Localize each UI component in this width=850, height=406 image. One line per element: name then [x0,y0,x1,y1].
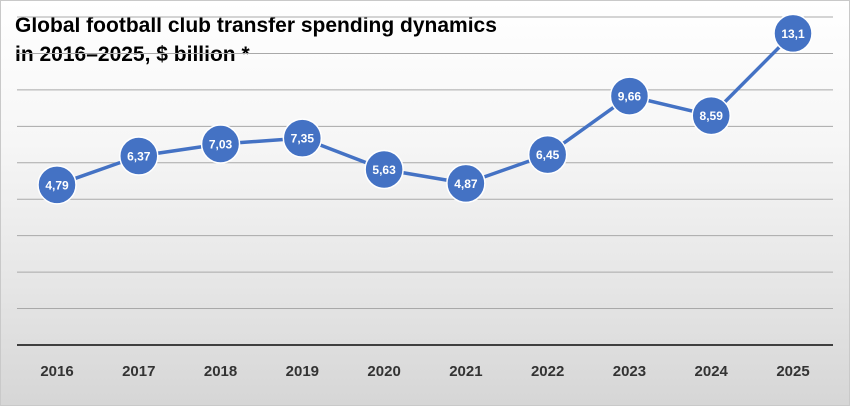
x-tick-label-2018: 2018 [204,363,237,380]
x-tick-label-2021: 2021 [449,363,482,380]
data-point-marker [37,165,77,205]
x-tick-labels: 2016 2017 2018 2019 2020 2021 2022 2023 2024 2025 [40,363,809,380]
data-point-marker [364,149,404,190]
data-point-marker [773,13,813,54]
data-label: 7,35 [291,132,315,146]
data-point-2023[interactable]: 9,66 [609,76,650,116]
x-tick-label-2022: 2022 [531,363,564,380]
data-point-2017[interactable]: 6,37 [119,136,159,176]
data-label: 6,45 [536,148,560,162]
data-point-marker [691,95,731,136]
x-tick-label-2020: 2020 [367,363,400,380]
data-label: 4,79 [45,178,69,192]
chart-title-line-1: Global football club transfer spending d… [15,14,497,37]
data-point-2018[interactable]: 7,03 [200,124,241,164]
x-tick-label-2016: 2016 [40,363,73,380]
chart-title-line-2: in 2016–2025, $ billion * [15,43,250,66]
data-point-marker [446,163,486,204]
series-line-layer [56,32,795,187]
data-point-marker [200,124,241,164]
x-tick-label-2025: 2025 [776,363,809,380]
data-label: 4,87 [454,177,478,191]
gridlines [17,16,833,310]
x-tick-label-2017: 2017 [122,363,155,380]
x-tick-label-2024: 2024 [695,363,729,380]
x-tick-label-2019: 2019 [286,363,319,380]
chart-title: Global football club transfer spending d… [15,11,497,69]
data-point-marker [527,134,568,175]
data-point-marker [119,136,159,176]
data-point-marker [609,76,650,116]
data-label: 9,66 [618,90,642,104]
data-point-marker [282,118,323,158]
series-line [56,32,795,187]
data-label: 6,37 [127,150,151,164]
data-point-2021[interactable]: 4,87 [446,163,486,204]
x-tick-label-2023: 2023 [613,363,646,380]
data-label: 5,63 [372,163,396,177]
data-label: 13,1 [781,27,805,41]
data-point-2016[interactable]: 4,79 [37,165,77,205]
data-point-2022[interactable]: 6,45 [527,134,568,175]
data-label: 8,59 [700,109,724,123]
data-point-2024[interactable]: 8,59 [691,95,731,136]
data-point-2020[interactable]: 5,63 [364,149,404,190]
data-points: 4,79 6,37 7,03 7,35 5,63 4,87 6,45 9,66 8,59 13,1 [37,13,813,205]
data-point-2025[interactable]: 13,1 [773,13,813,54]
data-label: 7,03 [209,138,233,152]
data-point-2019[interactable]: 7,35 [282,118,323,158]
